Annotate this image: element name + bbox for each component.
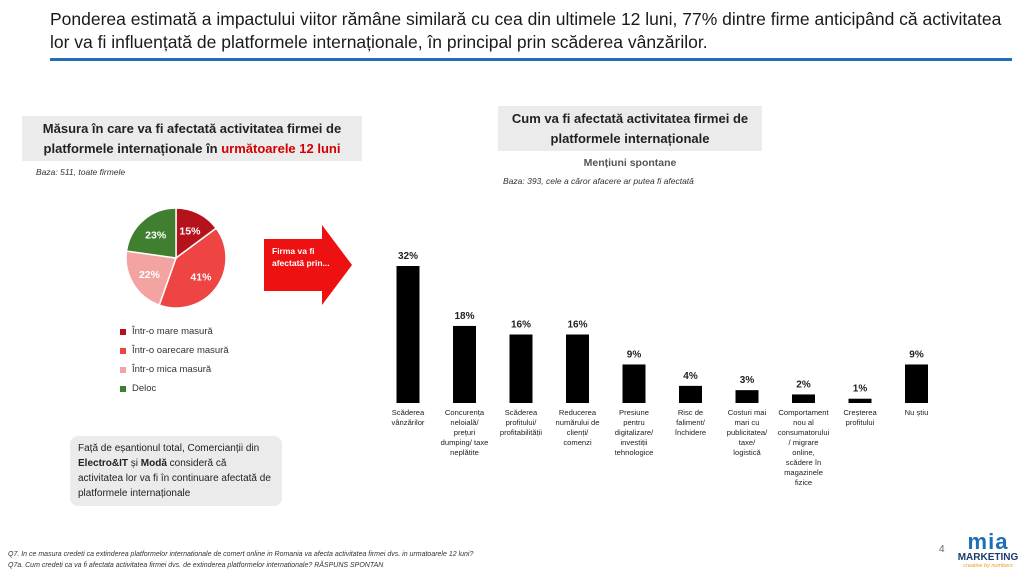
bar-category-label: Comportament nou al consumatorului / migrar… <box>778 408 830 487</box>
bar-category-label: Reducerea numărului de clienți/comenzi <box>556 408 600 447</box>
legend-item: Într-o mare masură <box>120 322 229 341</box>
bar-category-label: Scăderea vânzărilor <box>392 408 425 427</box>
pie-slice-label: 15% <box>179 225 201 237</box>
pie-slice <box>125 250 178 307</box>
bar-category-label: Creșterea profitului <box>843 408 877 427</box>
legend-label: Într-o oarecare masură <box>132 345 229 356</box>
bar-value-label: 16% <box>567 320 587 331</box>
bar-category-label: Risc de faliment/închidere <box>674 408 706 437</box>
note-text-3: consideră că activitatea lor va fi în co… <box>78 458 271 499</box>
logo-sub: MARKETING <box>957 552 1019 563</box>
page-number: 4 <box>939 544 945 555</box>
bar <box>679 385 702 403</box>
bar-chart: 32% Scăderea vânzărilor 18% Concurența neloia… <box>392 251 929 487</box>
legend-label: Într-o mica masură <box>132 364 212 375</box>
bar <box>396 266 420 403</box>
pie-slice <box>125 207 177 259</box>
bar <box>622 364 646 403</box>
legend-swatch <box>120 366 126 373</box>
logo-name: mia <box>967 529 1009 554</box>
bar-value-label: 1% <box>853 384 868 395</box>
legend-swatch <box>120 328 126 335</box>
title-divider <box>50 58 1012 61</box>
legend-label: Într-o mare masură <box>132 326 213 337</box>
pie-slice <box>158 227 227 309</box>
note-text-2: și <box>128 458 141 469</box>
bar <box>792 394 815 403</box>
footnote-q7: Q7. In ce masura credeti ca extinderea p… <box>8 551 474 558</box>
arrow-label: Firma va fi afectată prin... <box>272 246 330 268</box>
pie-slice-label: 23% <box>145 230 167 242</box>
pie-section-title: Măsura în care va fi afectată activitate… <box>22 116 362 161</box>
bar-base-note: Baza: 393, cele a căror afacere ar putea… <box>503 176 694 186</box>
bar-value-label: 2% <box>796 379 811 390</box>
bar-category-label: Nu știu <box>905 408 929 417</box>
note-text-1: Față de eșantionul total, Comercianții d… <box>78 443 260 454</box>
bar-category-label: Concurența neloială/prețuri dumping/ taxe n… <box>441 408 489 457</box>
bar-category-label: Costuri mai mari cu publicitatea/taxe/logi… <box>727 408 768 457</box>
company-logo: mia MARKETING creative by numbers <box>955 529 1021 570</box>
bar <box>453 325 476 403</box>
note-bold-1: Electro&IT <box>78 458 129 469</box>
bar-category-label: Scăderea profitului/profitabilității <box>500 408 543 437</box>
bar-value-label: 18% <box>454 311 474 322</box>
pie-section-title-highlight: următoarele 12 luni <box>221 141 341 156</box>
page-title: Ponderea estimată a impactului viitor ră… <box>50 9 1002 52</box>
callout-note: Față de eșantionul total, Comercianții d… <box>70 436 282 506</box>
legend-item: Într-o mica masură <box>120 360 229 379</box>
pie-slice-label: 22% <box>139 269 161 281</box>
pie-chart: 15% 41% 22% 23% <box>125 207 227 309</box>
bar-value-label: 3% <box>740 375 755 386</box>
pie-base-note: Baza: 511, toate firmele <box>36 167 126 177</box>
pie-section-title-text: Măsura în care va fi afectată activitate… <box>42 121 342 156</box>
legend-swatch <box>120 385 126 392</box>
bar-value-label: 16% <box>511 320 531 331</box>
bar-value-label: 32% <box>398 251 418 262</box>
bar <box>509 334 533 403</box>
legend-item: Deloc <box>120 379 229 398</box>
bar <box>735 390 759 403</box>
legend-swatch <box>120 347 126 354</box>
bar-value-label: 9% <box>627 349 642 360</box>
arrow-shape <box>264 225 352 305</box>
note-bold-2: Modă <box>140 458 167 469</box>
pie-legend: Într-o mare masură Într-o oarecare masură… <box>120 322 229 398</box>
bar-category-label: Presiune pentru digitalizare/investiții teh… <box>615 408 655 457</box>
bar <box>905 364 928 403</box>
bar-section-title: Cum va fi afectată activitatea firmei de… <box>498 106 762 151</box>
footnote-q7a: Q7a. Cum credeti ca va fi afectata activ… <box>8 562 384 569</box>
pie-slice-label: 41% <box>190 271 212 283</box>
legend-label: Deloc <box>132 383 157 394</box>
bar-value-label: 9% <box>909 349 924 360</box>
bar-value-label: 4% <box>683 371 698 382</box>
logo-tagline: creative by numbers <box>963 563 1013 569</box>
bar <box>848 398 872 403</box>
bar-section-subtitle: Mențiuni spontane <box>583 157 677 169</box>
bar <box>566 334 589 403</box>
legend-item: Într-o oarecare masură <box>120 341 229 360</box>
